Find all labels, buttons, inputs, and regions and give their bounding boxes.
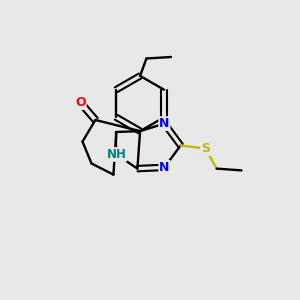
Text: NH: NH xyxy=(106,148,126,161)
Text: N: N xyxy=(159,117,170,130)
Text: N: N xyxy=(159,161,170,174)
Text: S: S xyxy=(201,142,210,155)
Text: O: O xyxy=(75,96,86,109)
